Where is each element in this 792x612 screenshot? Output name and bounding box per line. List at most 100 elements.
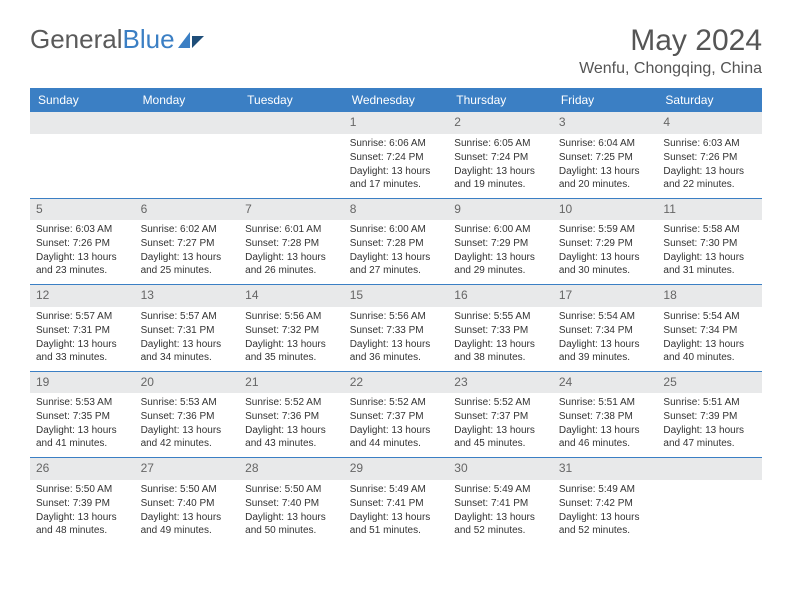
day-cell: 26Sunrise: 5:50 AMSunset: 7:39 PMDayligh… bbox=[30, 458, 135, 544]
sunset-line: Sunset: 7:28 PM bbox=[350, 237, 443, 250]
day-number: 11 bbox=[657, 199, 762, 221]
sunrise-line: Sunrise: 5:50 AM bbox=[141, 483, 234, 496]
daylight-line: Daylight: 13 hours and 52 minutes. bbox=[454, 511, 547, 537]
day-cell: 7Sunrise: 6:01 AMSunset: 7:28 PMDaylight… bbox=[239, 199, 344, 285]
day-number: 15 bbox=[344, 285, 449, 307]
day-number: 20 bbox=[135, 372, 240, 394]
day-details: Sunrise: 5:50 AMSunset: 7:40 PMDaylight:… bbox=[239, 480, 344, 544]
logo-sail-icon bbox=[178, 24, 204, 55]
day-details: Sunrise: 6:03 AMSunset: 7:26 PMDaylight:… bbox=[657, 134, 762, 198]
day-details: Sunrise: 6:00 AMSunset: 7:28 PMDaylight:… bbox=[344, 220, 449, 284]
sunset-line: Sunset: 7:34 PM bbox=[559, 324, 652, 337]
sunset-line: Sunset: 7:25 PM bbox=[559, 151, 652, 164]
sunrise-line: Sunrise: 5:49 AM bbox=[350, 483, 443, 496]
day-details: Sunrise: 5:49 AMSunset: 7:42 PMDaylight:… bbox=[553, 480, 658, 544]
logo-text-1: General bbox=[30, 24, 123, 55]
sunrise-line: Sunrise: 5:54 AM bbox=[663, 310, 756, 323]
daylight-line: Daylight: 13 hours and 25 minutes. bbox=[141, 251, 234, 277]
sunset-line: Sunset: 7:36 PM bbox=[141, 410, 234, 423]
sunrise-line: Sunrise: 5:54 AM bbox=[559, 310, 652, 323]
day-cell: 17Sunrise: 5:54 AMSunset: 7:34 PMDayligh… bbox=[553, 285, 658, 371]
day-details: Sunrise: 5:59 AMSunset: 7:29 PMDaylight:… bbox=[553, 220, 658, 284]
day-number: 24 bbox=[553, 372, 658, 394]
sunset-line: Sunset: 7:36 PM bbox=[245, 410, 338, 423]
day-number: 5 bbox=[30, 199, 135, 221]
sunset-line: Sunset: 7:32 PM bbox=[245, 324, 338, 337]
week-row: 26Sunrise: 5:50 AMSunset: 7:39 PMDayligh… bbox=[30, 457, 762, 544]
day-number: 3 bbox=[553, 112, 658, 134]
day-details: Sunrise: 5:49 AMSunset: 7:41 PMDaylight:… bbox=[448, 480, 553, 544]
daylight-line: Daylight: 13 hours and 35 minutes. bbox=[245, 338, 338, 364]
day-details: Sunrise: 5:52 AMSunset: 7:36 PMDaylight:… bbox=[239, 393, 344, 457]
sunrise-line: Sunrise: 6:05 AM bbox=[454, 137, 547, 150]
day-cell: 2Sunrise: 6:05 AMSunset: 7:24 PMDaylight… bbox=[448, 112, 553, 198]
day-number: 17 bbox=[553, 285, 658, 307]
logo: GeneralBlue bbox=[30, 24, 204, 55]
sunset-line: Sunset: 7:40 PM bbox=[141, 497, 234, 510]
day-details: Sunrise: 5:55 AMSunset: 7:33 PMDaylight:… bbox=[448, 307, 553, 371]
day-cell: 28Sunrise: 5:50 AMSunset: 7:40 PMDayligh… bbox=[239, 458, 344, 544]
sunset-line: Sunset: 7:29 PM bbox=[559, 237, 652, 250]
day-details: Sunrise: 5:51 AMSunset: 7:39 PMDaylight:… bbox=[657, 393, 762, 457]
day-cell: 23Sunrise: 5:52 AMSunset: 7:37 PMDayligh… bbox=[448, 372, 553, 458]
sunset-line: Sunset: 7:27 PM bbox=[141, 237, 234, 250]
day-details: Sunrise: 6:03 AMSunset: 7:26 PMDaylight:… bbox=[30, 220, 135, 284]
sunrise-line: Sunrise: 6:00 AM bbox=[454, 223, 547, 236]
day-details: Sunrise: 5:49 AMSunset: 7:41 PMDaylight:… bbox=[344, 480, 449, 544]
daylight-line: Daylight: 13 hours and 22 minutes. bbox=[663, 165, 756, 191]
sunset-line: Sunset: 7:37 PM bbox=[454, 410, 547, 423]
day-cell: 9Sunrise: 6:00 AMSunset: 7:29 PMDaylight… bbox=[448, 199, 553, 285]
day-cell bbox=[30, 112, 135, 198]
week-row: 5Sunrise: 6:03 AMSunset: 7:26 PMDaylight… bbox=[30, 198, 762, 285]
daylight-line: Daylight: 13 hours and 44 minutes. bbox=[350, 424, 443, 450]
sunset-line: Sunset: 7:40 PM bbox=[245, 497, 338, 510]
sunset-line: Sunset: 7:26 PM bbox=[36, 237, 129, 250]
day-cell: 20Sunrise: 5:53 AMSunset: 7:36 PMDayligh… bbox=[135, 372, 240, 458]
daylight-line: Daylight: 13 hours and 43 minutes. bbox=[245, 424, 338, 450]
day-details: Sunrise: 5:50 AMSunset: 7:40 PMDaylight:… bbox=[135, 480, 240, 544]
daylight-line: Daylight: 13 hours and 42 minutes. bbox=[141, 424, 234, 450]
day-cell: 21Sunrise: 5:52 AMSunset: 7:36 PMDayligh… bbox=[239, 372, 344, 458]
day-cell: 31Sunrise: 5:49 AMSunset: 7:42 PMDayligh… bbox=[553, 458, 658, 544]
day-cell: 18Sunrise: 5:54 AMSunset: 7:34 PMDayligh… bbox=[657, 285, 762, 371]
week-row: 12Sunrise: 5:57 AMSunset: 7:31 PMDayligh… bbox=[30, 284, 762, 371]
day-details: Sunrise: 6:02 AMSunset: 7:27 PMDaylight:… bbox=[135, 220, 240, 284]
sunrise-line: Sunrise: 5:49 AM bbox=[559, 483, 652, 496]
day-number-empty bbox=[657, 458, 762, 480]
day-number: 26 bbox=[30, 458, 135, 480]
day-header-wed: Wednesday bbox=[344, 88, 449, 112]
sunset-line: Sunset: 7:30 PM bbox=[663, 237, 756, 250]
sunset-line: Sunset: 7:26 PM bbox=[663, 151, 756, 164]
day-header-mon: Monday bbox=[135, 88, 240, 112]
location-label: Wenfu, Chongqing, China bbox=[579, 60, 762, 78]
day-number: 31 bbox=[553, 458, 658, 480]
day-number: 30 bbox=[448, 458, 553, 480]
day-cell: 19Sunrise: 5:53 AMSunset: 7:35 PMDayligh… bbox=[30, 372, 135, 458]
day-cell: 5Sunrise: 6:03 AMSunset: 7:26 PMDaylight… bbox=[30, 199, 135, 285]
sunset-line: Sunset: 7:38 PM bbox=[559, 410, 652, 423]
day-details: Sunrise: 5:58 AMSunset: 7:30 PMDaylight:… bbox=[657, 220, 762, 284]
sunset-line: Sunset: 7:24 PM bbox=[350, 151, 443, 164]
sunrise-line: Sunrise: 5:56 AM bbox=[350, 310, 443, 323]
day-cell bbox=[135, 112, 240, 198]
daylight-line: Daylight: 13 hours and 40 minutes. bbox=[663, 338, 756, 364]
day-number: 27 bbox=[135, 458, 240, 480]
day-cell: 30Sunrise: 5:49 AMSunset: 7:41 PMDayligh… bbox=[448, 458, 553, 544]
day-cell: 12Sunrise: 5:57 AMSunset: 7:31 PMDayligh… bbox=[30, 285, 135, 371]
sunset-line: Sunset: 7:39 PM bbox=[663, 410, 756, 423]
day-header-thu: Thursday bbox=[448, 88, 553, 112]
sunset-line: Sunset: 7:34 PM bbox=[663, 324, 756, 337]
day-cell: 13Sunrise: 5:57 AMSunset: 7:31 PMDayligh… bbox=[135, 285, 240, 371]
sunrise-line: Sunrise: 5:52 AM bbox=[454, 396, 547, 409]
sunrise-line: Sunrise: 6:02 AM bbox=[141, 223, 234, 236]
sunrise-line: Sunrise: 5:56 AM bbox=[245, 310, 338, 323]
day-details: Sunrise: 5:53 AMSunset: 7:36 PMDaylight:… bbox=[135, 393, 240, 457]
sunrise-line: Sunrise: 5:50 AM bbox=[36, 483, 129, 496]
sunrise-line: Sunrise: 5:57 AM bbox=[36, 310, 129, 323]
day-cell: 11Sunrise: 5:58 AMSunset: 7:30 PMDayligh… bbox=[657, 199, 762, 285]
sunset-line: Sunset: 7:35 PM bbox=[36, 410, 129, 423]
day-number: 28 bbox=[239, 458, 344, 480]
daylight-line: Daylight: 13 hours and 31 minutes. bbox=[663, 251, 756, 277]
day-details: Sunrise: 6:04 AMSunset: 7:25 PMDaylight:… bbox=[553, 134, 658, 198]
day-details: Sunrise: 5:53 AMSunset: 7:35 PMDaylight:… bbox=[30, 393, 135, 457]
